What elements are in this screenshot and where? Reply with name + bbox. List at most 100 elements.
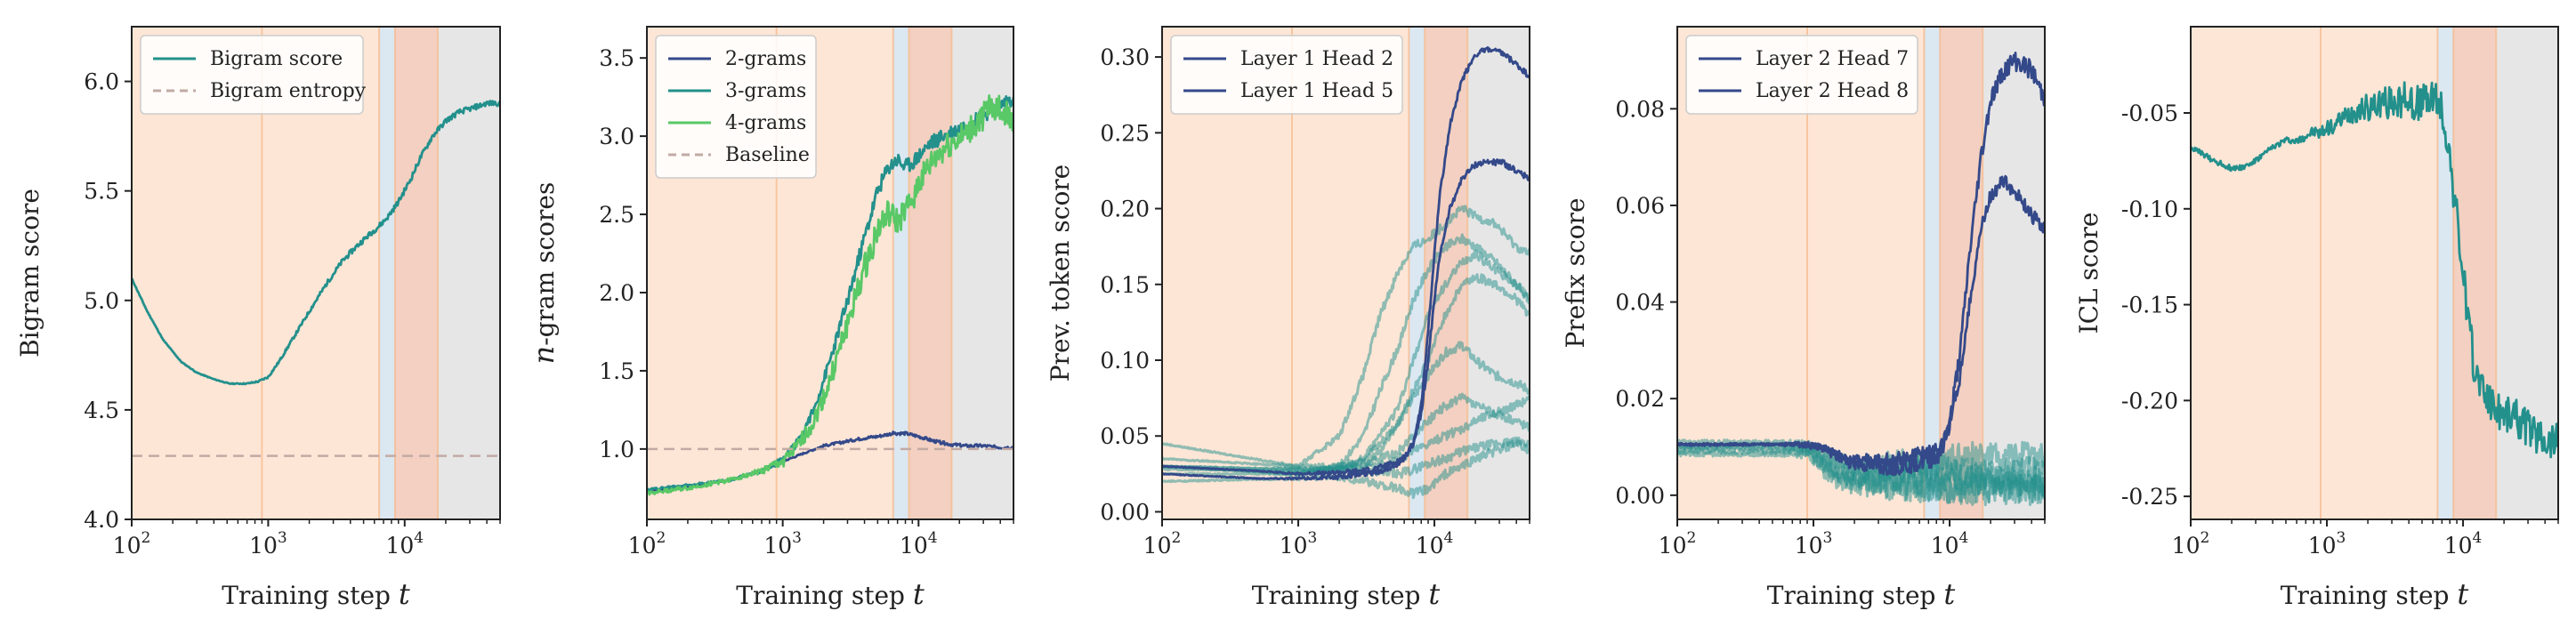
y-tick-label: 3.5: [599, 45, 634, 71]
phase-band: [394, 27, 439, 519]
y-tick-label: 0.08: [1615, 96, 1665, 122]
phase-band: [1924, 27, 1941, 519]
legend-entry: 2-grams: [725, 48, 806, 70]
y-tick-label: -0.10: [2121, 197, 2178, 222]
legend-entry: Layer 1 Head 5: [1240, 80, 1393, 102]
legend: 2-grams 3-grams 4-grams Baseline: [655, 35, 817, 179]
background-line: [1677, 447, 2045, 507]
y-tick-label: 0.25: [1100, 120, 1150, 146]
y-axis-label: Prev. token score: [1046, 165, 1075, 382]
panel-3: 102 103 104 Training step t 0.00 0.05 0.10 0.15…: [1046, 26, 1530, 611]
x-axis: 102 103 104: [628, 519, 1014, 559]
legend-entry: Layer 2 Head 7: [1756, 48, 1909, 70]
x-axis-label: Training step t: [2281, 577, 2469, 611]
y-tick-label: 1.5: [599, 358, 634, 384]
x-tick-label: 104: [1416, 529, 1454, 559]
phase-band: [892, 27, 909, 519]
legend-entry: 4-grams: [725, 112, 806, 134]
y-axis: 0.00 0.05 0.10 0.15 0.20 0.25 0.30: [1100, 44, 1162, 525]
plot-area: [1162, 45, 1530, 500]
x-tick-label: 104: [900, 529, 938, 559]
phase-band: [1425, 27, 1468, 519]
x-axis: 102 103 104: [2172, 519, 2559, 559]
x-axis: 102 103 104: [1143, 519, 1530, 559]
y-tick-label: 6.0: [84, 69, 119, 95]
legend-entry: Layer 1 Head 2: [1240, 48, 1393, 70]
y-axis-label: n-gram scores: [527, 182, 561, 365]
x-axis-label: Training step t: [1252, 577, 1441, 611]
legend-entry: Bigram score: [210, 48, 343, 70]
legend-box: [140, 35, 364, 115]
phase-band: [2453, 27, 2497, 519]
series-line-layer-1-head-5: [1162, 157, 1530, 477]
y-axis-label: Prefix score: [1561, 197, 1590, 348]
x-tick-label: 102: [1143, 529, 1182, 559]
legend-box: [1170, 35, 1403, 115]
panel-2: 102 103 104 Training step t 1.0 1.5 2.0 2.5 3.0 3…: [527, 26, 1014, 611]
x-tick-label: 103: [2308, 529, 2346, 559]
x-tick-label: 102: [113, 529, 151, 559]
plot-area: [2191, 81, 2558, 459]
series-line-layer-2-head-8: [1677, 174, 2045, 468]
series-line-icl: [2191, 81, 2558, 459]
phase-band: [1982, 27, 2045, 519]
plot-area: [1677, 52, 2045, 507]
y-tick-label: 0.30: [1100, 44, 1150, 70]
panel-4: 102 103 104 Training step t 0.00 0.02 0.04 0.06…: [1561, 26, 2046, 611]
x-tick-label: 102: [1659, 529, 1697, 559]
phase-band: [1940, 27, 1983, 519]
y-tick-label: 0.06: [1615, 193, 1665, 219]
x-tick-label: 103: [1280, 529, 1318, 559]
legend-entry: 3-grams: [725, 80, 806, 102]
y-tick-label: -0.05: [2121, 100, 2178, 126]
y-tick-label: 1.0: [599, 437, 634, 462]
y-tick-label: 0.20: [1100, 197, 1150, 222]
axes-frame: [131, 26, 501, 520]
legend: Layer 2 Head 7 Layer 2 Head 8: [1685, 35, 1918, 115]
x-axis: 102 103 104: [113, 519, 501, 559]
y-tick-label: 4.5: [84, 398, 119, 423]
x-axis-label: Training step t: [222, 577, 410, 611]
series-line-4-grams: [647, 94, 1013, 496]
y-tick-label: 0.00: [1100, 499, 1150, 525]
y-tick-label: -0.20: [2121, 388, 2178, 414]
y-axis: -0.05 -0.10 -0.15 -0.20 -0.25: [2121, 100, 2191, 510]
panel-1: 102 103 104 Training step t 4.0 4.5 5.0 5.5 6.0 B…: [15, 26, 501, 611]
x-tick-label: 102: [628, 529, 666, 559]
y-tick-label: 0.00: [1615, 483, 1665, 509]
y-axis: 4.0 4.5 5.0 5.5 6.0: [84, 69, 132, 533]
x-tick-label: 104: [1931, 529, 1969, 559]
y-tick-label: 0.15: [1100, 272, 1150, 298]
panel-5: 102 103 104 Training step t -0.05 -0.10 -0.15 -…: [2074, 26, 2559, 611]
legend-box: [1685, 35, 1918, 115]
x-tick-label: 104: [2444, 529, 2483, 559]
axes-frame: [2190, 26, 2559, 520]
x-tick-label: 104: [385, 529, 424, 559]
y-axis-label: Bigram score: [15, 189, 44, 358]
y-tick-label: 2.5: [599, 202, 634, 228]
x-tick-label: 103: [249, 529, 287, 559]
y-tick-label: -0.15: [2121, 293, 2178, 318]
y-axis-label: ICL score: [2074, 213, 2104, 334]
x-tick-label: 102: [2172, 529, 2210, 559]
x-axis-label: Training step t: [1767, 577, 1956, 611]
x-axis: 102 103 104: [1659, 519, 2046, 559]
y-tick-label: 4.0: [84, 507, 119, 533]
axes-frame: [1161, 26, 1530, 520]
legend: Bigram score Bigram entropy: [140, 35, 367, 115]
y-tick-label: 0.04: [1615, 290, 1665, 316]
x-axis-label: Training step t: [736, 577, 925, 611]
y-tick-label: 2.0: [599, 280, 634, 306]
axes-frame: [1676, 26, 2046, 520]
axes-frame: [646, 26, 1014, 520]
y-tick-label: 0.05: [1100, 423, 1150, 449]
series-line-bigram-score: [132, 100, 500, 386]
y-axis: 0.00 0.02 0.04 0.06 0.08: [1615, 96, 1677, 509]
legend-entry: Layer 2 Head 8: [1756, 80, 1909, 102]
legend-box: [655, 35, 817, 179]
legend: Layer 1 Head 2 Layer 1 Head 5: [1170, 35, 1403, 115]
y-tick-label: 5.0: [84, 288, 119, 314]
phase-band: [379, 27, 395, 519]
series-line-layer-1-head-2: [1162, 45, 1530, 481]
